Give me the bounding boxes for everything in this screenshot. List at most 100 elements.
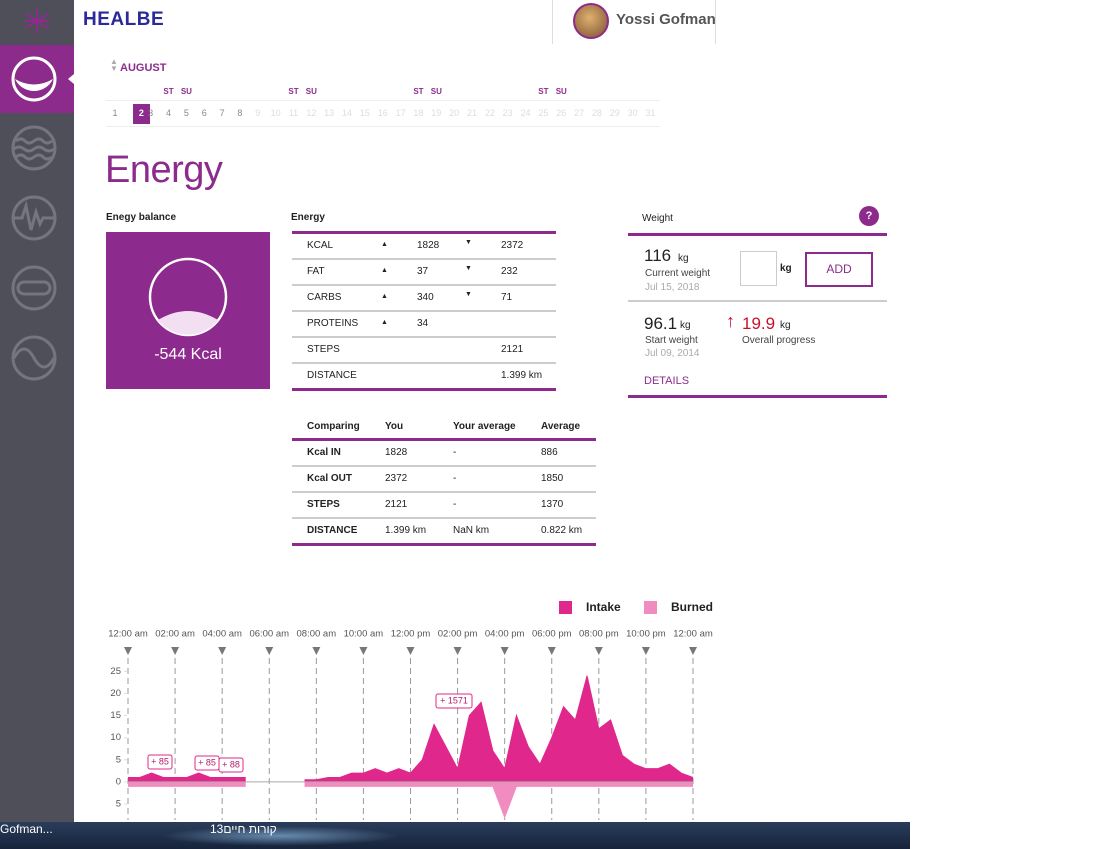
unit: kg (678, 253, 689, 264)
weekday: ST (163, 87, 174, 96)
weekday: SU (305, 87, 317, 96)
add-button[interactable]: ADD (805, 252, 873, 287)
cell: 1370 (541, 499, 564, 510)
cell: Kcal OUT (307, 473, 353, 484)
y-tick-label: 20 (110, 688, 121, 699)
cell: - (453, 499, 457, 510)
help-button[interactable]: ? (859, 206, 879, 226)
weekday: SU (555, 87, 567, 96)
nav-water[interactable] (11, 125, 57, 171)
user-name[interactable]: Yossi Gofman (616, 11, 716, 28)
rule (292, 258, 556, 260)
day[interactable]: 8 (237, 108, 243, 118)
day[interactable]: 1 (112, 108, 118, 118)
day[interactable]: 6 (201, 108, 207, 118)
taskbar-item[interactable]: Gofman... (0, 822, 53, 836)
x-tick-label: 04:00 am (202, 629, 242, 640)
cell: 2372 (385, 473, 408, 484)
taskbar-glow (160, 826, 400, 846)
input-unit: kg (780, 263, 792, 274)
day[interactable]: 16 (377, 108, 388, 118)
day[interactable]: 12 (306, 108, 317, 118)
nav-heart[interactable] (11, 195, 57, 241)
annotation-box (435, 693, 473, 709)
calendar-line (106, 126, 660, 127)
y-tick-label: 5 (116, 799, 121, 810)
day[interactable]: 28 (591, 108, 602, 118)
value-in: 340 (417, 292, 434, 303)
avatar[interactable] (573, 3, 609, 39)
day[interactable]: 24 (520, 108, 531, 118)
month-switch[interactable]: ▲ ▼ (110, 57, 118, 73)
weekday: SU (180, 87, 192, 96)
day[interactable]: 21 (466, 108, 477, 118)
day[interactable]: 14 (342, 108, 353, 118)
day[interactable]: 20 (449, 108, 460, 118)
month[interactable]: AUGUST (120, 62, 167, 74)
taskbar-item[interactable]: קורות חיים13 (210, 822, 277, 836)
value-total: 1.399 km (501, 370, 543, 381)
day[interactable]: 4 (166, 108, 172, 118)
y-tick-label: 25 (110, 666, 121, 677)
calendar-line (106, 100, 660, 101)
cell: NaN km (453, 525, 490, 536)
day[interactable]: 10 (270, 108, 281, 118)
weight-input[interactable] (740, 251, 777, 286)
up-arrow: ▲ (381, 293, 388, 300)
day[interactable]: 15 (359, 108, 370, 118)
annotation-box (218, 757, 244, 773)
tick-marker (406, 647, 415, 655)
rule (292, 491, 596, 493)
y-tick-label: 5 (116, 754, 121, 765)
nav-sleep[interactable] (11, 265, 57, 311)
day[interactable]: 11 (288, 108, 299, 118)
header-cell: Comparing (307, 421, 360, 432)
day[interactable]: 3 (148, 108, 154, 118)
annotation: + 85 (198, 757, 216, 767)
day[interactable]: 17 (395, 108, 406, 118)
x-tick-label: 06:00 pm (532, 629, 572, 640)
divider (715, 0, 716, 44)
day[interactable]: 2 (138, 108, 144, 118)
area-fill (128, 781, 693, 818)
day[interactable]: 13 (324, 108, 335, 118)
rule (292, 465, 596, 467)
day[interactable]: 27 (574, 108, 585, 118)
current-label: Current weight (645, 268, 711, 279)
progress-label: Overall progress (742, 335, 816, 346)
up-arrow: ▲ (381, 267, 388, 274)
annotation: + 88 (222, 759, 240, 769)
day[interactable]: 19 (431, 108, 442, 118)
day[interactable]: 5 (183, 108, 189, 118)
tick-marker (359, 647, 368, 655)
down-arrow: ▼ (465, 239, 472, 246)
day[interactable]: 25 (538, 108, 549, 118)
taskbar (0, 822, 910, 849)
tick-marker (500, 647, 509, 655)
annotation: + 85 (151, 756, 169, 766)
header-cell: Average (541, 421, 581, 432)
day[interactable]: 29 (609, 108, 620, 118)
day[interactable]: 30 (627, 108, 638, 118)
details-link[interactable]: DETAILS (644, 375, 690, 387)
day[interactable]: 9 (255, 108, 261, 118)
x-tick-label: 12:00 am (673, 629, 713, 640)
day[interactable]: 18 (413, 108, 424, 118)
cell: DISTANCE (307, 525, 358, 536)
day[interactable]: 22 (484, 108, 495, 118)
row-label: CARBS (307, 292, 342, 303)
brand[interactable]: HEALBE (83, 9, 165, 30)
day[interactable]: 7 (219, 108, 225, 118)
tick-marker (594, 647, 603, 655)
y-tick-label: 0 (116, 776, 121, 787)
day[interactable]: 31 (645, 108, 656, 118)
nav-stress[interactable] (11, 335, 57, 381)
row-label: KCAL (307, 240, 334, 251)
tick-marker (218, 647, 227, 655)
page-title: Energy (105, 149, 223, 191)
x-tick-label: 10:00 pm (626, 629, 666, 640)
day[interactable]: 26 (556, 108, 567, 118)
x-tick-label: 02:00 am (155, 629, 195, 640)
value-in: 1828 (417, 240, 440, 251)
day[interactable]: 23 (502, 108, 513, 118)
